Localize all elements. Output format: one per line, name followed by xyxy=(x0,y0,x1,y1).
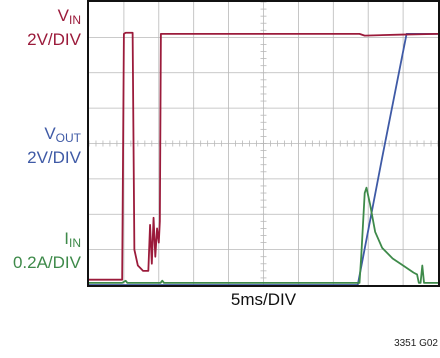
oscilloscope-plot xyxy=(87,0,440,287)
vin-name: VIN xyxy=(57,6,81,27)
iin-name: IIN xyxy=(64,229,81,250)
iin-scale: 0.2A/DIV xyxy=(12,253,81,272)
plot-frame xyxy=(87,0,440,287)
iin-label: IIN 0.2A/DIV xyxy=(13,229,81,272)
vin-label: VIN 2V/DIV xyxy=(27,6,81,49)
vout-name: VOUT xyxy=(44,124,81,145)
iin-trace xyxy=(88,186,439,284)
grid xyxy=(88,1,439,286)
figure-number: 3351 G02 xyxy=(394,338,438,349)
vin-trace xyxy=(88,31,439,281)
vout-label: VOUT 2V/DIV xyxy=(27,124,81,167)
vin-scale: 2V/DIV xyxy=(27,30,81,49)
x-axis-label: 5ms/DIV xyxy=(230,290,297,309)
vout-scale: 2V/DIV xyxy=(27,148,81,167)
